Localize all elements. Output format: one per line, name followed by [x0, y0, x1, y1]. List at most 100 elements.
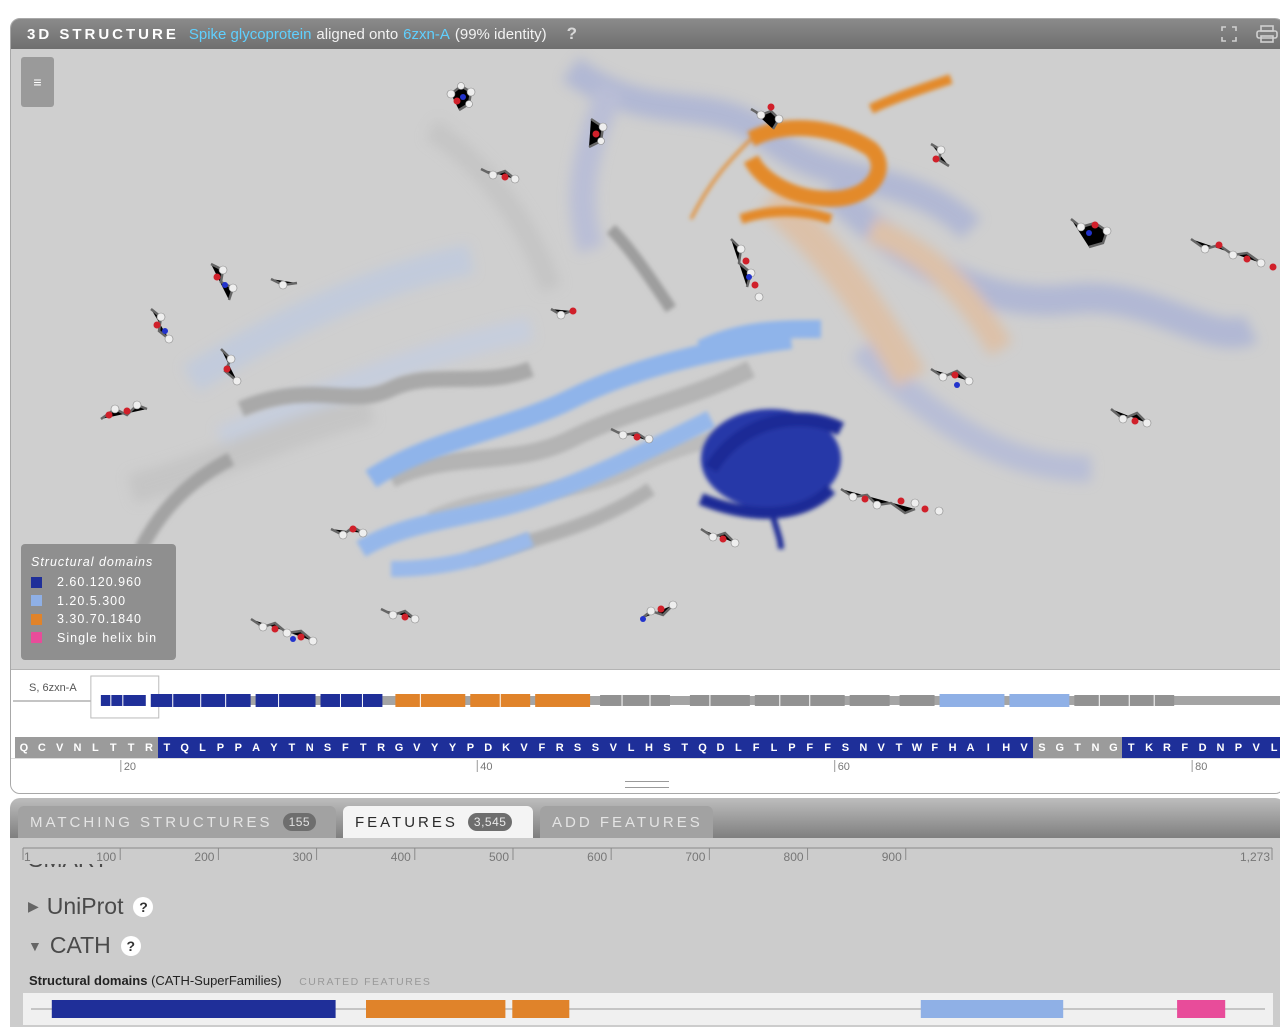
residue[interactable]: L	[86, 737, 105, 758]
residue[interactable]: K	[497, 737, 516, 758]
residue[interactable]: T	[157, 737, 176, 758]
residue[interactable]: Q	[175, 737, 194, 758]
residue[interactable]: C	[32, 737, 51, 758]
residue[interactable]: F	[1175, 737, 1194, 758]
residue[interactable]: D	[711, 737, 730, 758]
residue[interactable]: V	[604, 737, 623, 758]
residue[interactable]: S	[836, 737, 855, 758]
print-icon[interactable]	[1256, 25, 1278, 43]
residue[interactable]: F	[747, 737, 766, 758]
residue[interactable]: L	[622, 737, 641, 758]
residue[interactable]: F	[818, 737, 837, 758]
residue[interactable]: H	[943, 737, 962, 758]
residue[interactable]: F	[800, 737, 819, 758]
residue[interactable]: V	[50, 737, 69, 758]
protein-link[interactable]: Spike glycoprotein	[188, 25, 312, 43]
residue[interactable]: R	[1158, 737, 1176, 758]
residue[interactable]: Y	[425, 737, 444, 758]
residue[interactable]: A	[961, 737, 980, 758]
domain-segment[interactable]	[1177, 1000, 1226, 1018]
tab-features[interactable]: FEATURES 3,545	[343, 806, 533, 838]
domain-segment[interactable]	[512, 1000, 570, 1018]
domain-segment[interactable]	[366, 1000, 506, 1018]
residue[interactable]: L	[765, 737, 783, 758]
residue[interactable]: P	[229, 737, 248, 758]
smart-section-header-partial: SMART	[28, 864, 108, 874]
residue[interactable]: T	[354, 737, 373, 758]
fullscreen-icon[interactable]	[1220, 25, 1238, 43]
residue[interactable]: P	[1229, 737, 1248, 758]
structure-link[interactable]: 6zxn-A	[403, 25, 450, 43]
residue[interactable]: V	[1015, 737, 1033, 758]
residue[interactable]: P	[782, 737, 801, 758]
section-uniprot[interactable]: ▶ UniProt ?	[28, 893, 154, 920]
section-cath[interactable]: ▼ CATH ?	[28, 932, 141, 959]
residue[interactable]: L	[729, 737, 748, 758]
legend-title: Structural domains	[31, 555, 154, 569]
residue[interactable]: R	[140, 737, 158, 758]
residue[interactable]: L	[1265, 737, 1280, 758]
resize-drag-handle[interactable]	[625, 781, 669, 788]
collapse-arrow-icon[interactable]: ▼	[28, 937, 42, 954]
residue[interactable]: N	[300, 737, 319, 758]
residue[interactable]: T	[1122, 737, 1141, 758]
residue[interactable]: T	[104, 737, 123, 758]
viewer-menu-button[interactable]: ≡	[21, 57, 54, 107]
residue[interactable]: P	[211, 737, 230, 758]
residue[interactable]: T	[675, 737, 694, 758]
residue[interactable]: S	[318, 737, 337, 758]
residue[interactable]: S	[657, 737, 676, 758]
domain-segment[interactable]	[51, 1000, 336, 1018]
residue[interactable]: T	[282, 737, 301, 758]
residue[interactable]: R	[372, 737, 391, 758]
residue[interactable]: T	[122, 737, 141, 758]
help-icon[interactable]: ?	[133, 896, 154, 917]
residue[interactable]: N	[68, 737, 87, 758]
residue[interactable]: T	[890, 737, 908, 758]
residue[interactable]: T	[1068, 737, 1087, 758]
residue[interactable]: N	[1211, 737, 1230, 758]
structural-domains-legend: Structural domains 2.60.120.960 1.20.5.3…	[21, 544, 176, 660]
residue[interactable]: S	[586, 737, 605, 758]
cath-domain-track[interactable]	[23, 993, 1273, 1025]
residue[interactable]: I	[979, 737, 998, 758]
residue[interactable]: V	[515, 737, 533, 758]
domain-segment[interactable]	[920, 1000, 1064, 1018]
help-icon[interactable]: ?	[566, 24, 577, 43]
residue[interactable]: S	[1032, 737, 1051, 758]
molecule-3d-canvas[interactable]	[11, 49, 1280, 669]
residue[interactable]: N	[1086, 737, 1105, 758]
residue[interactable]: D	[479, 737, 498, 758]
residue[interactable]: W	[907, 737, 926, 758]
residue[interactable]: R	[550, 737, 569, 758]
help-icon[interactable]: ?	[120, 935, 141, 956]
residue[interactable]: G	[1104, 737, 1123, 758]
residue[interactable]: Y	[443, 737, 462, 758]
residue[interactable]: G	[1050, 737, 1069, 758]
residue[interactable]: G	[390, 737, 408, 758]
residue[interactable]: Y	[265, 737, 283, 758]
expand-arrow-icon[interactable]: ▶	[28, 898, 39, 914]
tab-label: FEATURES	[355, 813, 458, 831]
residue[interactable]: Q	[15, 737, 33, 758]
residue[interactable]: V	[872, 737, 891, 758]
residue[interactable]: V	[1247, 737, 1266, 758]
residue[interactable]: S	[568, 737, 587, 758]
residue[interactable]: K	[1140, 737, 1158, 758]
tab-add-features[interactable]: ADD FEATURES	[540, 806, 713, 838]
residue[interactable]: D	[1193, 737, 1212, 758]
sequence-overview-track[interactable]	[11, 670, 1280, 720]
residue[interactable]: H	[997, 737, 1016, 758]
residue[interactable]: H	[640, 737, 658, 758]
residue[interactable]: P	[461, 737, 480, 758]
tab-matching-structures[interactable]: MATCHING STRUCTURES 155	[18, 806, 336, 838]
residue[interactable]: A	[247, 737, 266, 758]
residue[interactable]: F	[532, 737, 551, 758]
residue[interactable]: N	[854, 737, 873, 758]
residue[interactable]: L	[193, 737, 212, 758]
residue[interactable]: Q	[693, 737, 712, 758]
residue[interactable]: V	[407, 737, 426, 758]
residue[interactable]: F	[336, 737, 355, 758]
residue[interactable]: F	[925, 737, 944, 758]
